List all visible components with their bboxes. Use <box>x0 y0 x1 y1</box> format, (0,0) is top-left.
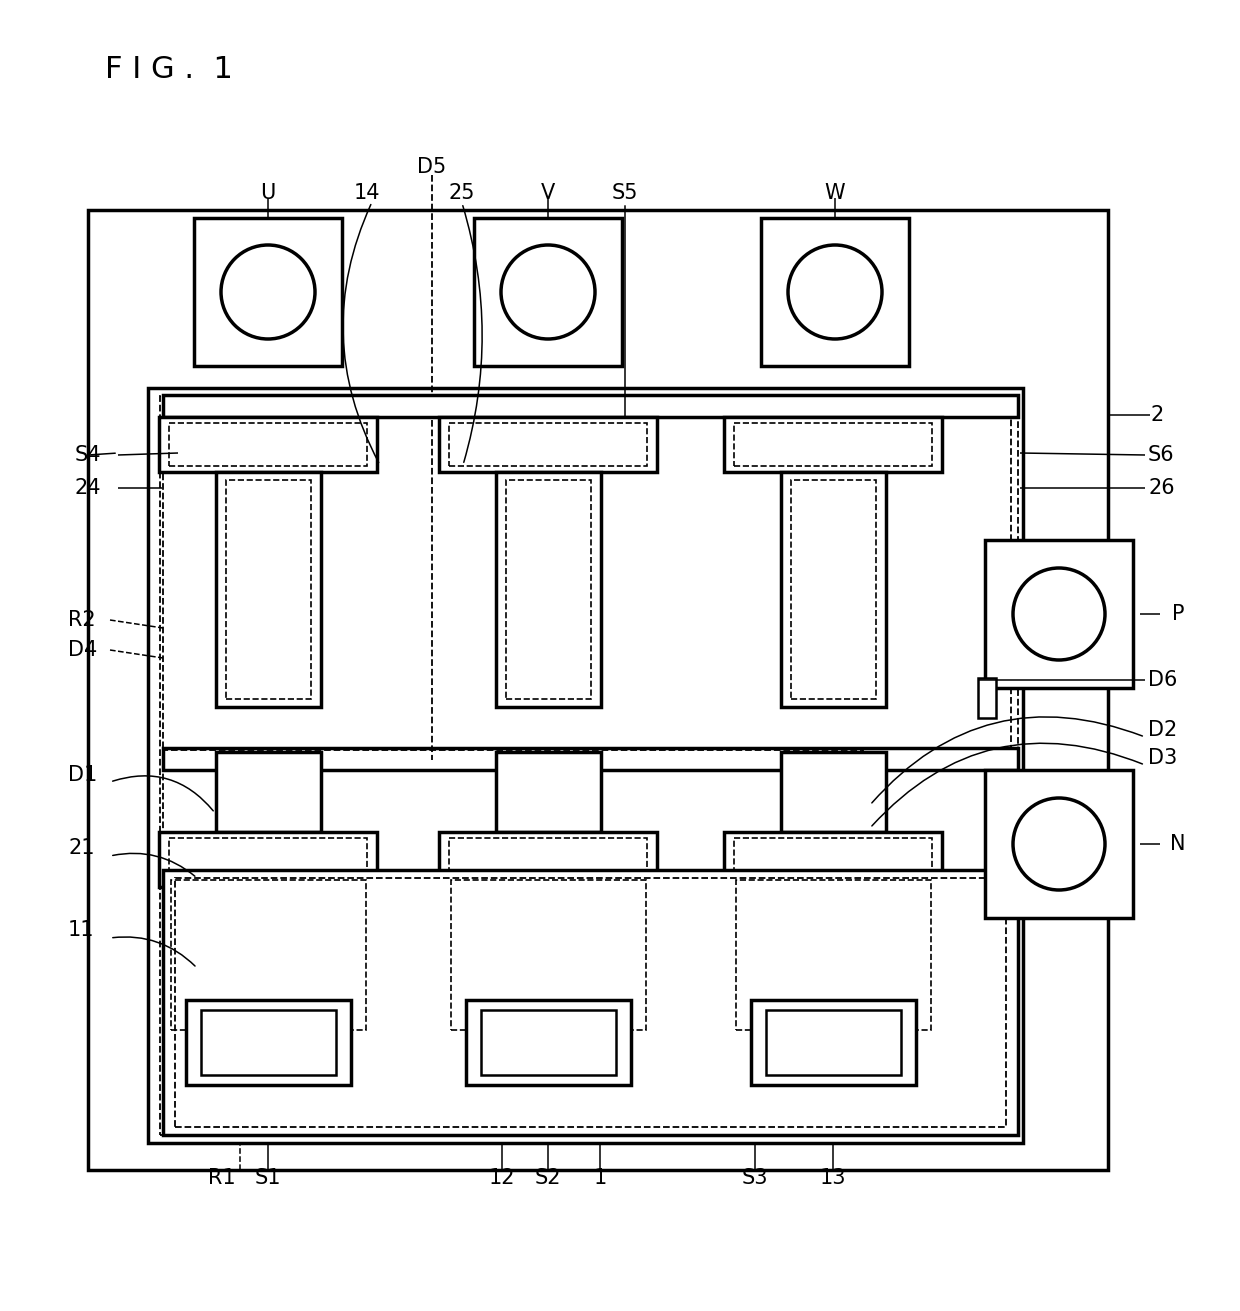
Text: S2: S2 <box>534 1168 562 1188</box>
Bar <box>451 880 646 1030</box>
Circle shape <box>787 245 882 340</box>
Bar <box>439 417 657 472</box>
Bar <box>175 878 1006 1127</box>
Bar <box>169 423 367 465</box>
Bar <box>162 395 1018 417</box>
Bar <box>985 540 1133 688</box>
Bar <box>148 388 1023 1143</box>
Bar <box>160 396 1011 1135</box>
Text: D4: D4 <box>68 640 97 659</box>
Bar <box>781 753 887 832</box>
Text: R2: R2 <box>68 610 95 631</box>
Text: V: V <box>541 184 556 203</box>
Text: D3: D3 <box>1148 749 1177 768</box>
Circle shape <box>1013 568 1105 659</box>
Bar <box>496 753 601 832</box>
Bar <box>216 753 321 832</box>
Text: 21: 21 <box>68 838 94 857</box>
Bar <box>162 871 1018 1135</box>
Text: D1: D1 <box>68 766 97 785</box>
Bar <box>88 210 1109 1169</box>
Bar <box>474 218 622 366</box>
Text: S6: S6 <box>1148 444 1174 465</box>
Bar <box>724 832 942 888</box>
Circle shape <box>1013 798 1105 890</box>
Text: S3: S3 <box>742 1168 769 1188</box>
Bar <box>439 832 657 888</box>
Text: 25: 25 <box>449 184 475 203</box>
Bar <box>186 1000 351 1086</box>
Bar <box>449 423 647 465</box>
Text: 26: 26 <box>1148 479 1174 498</box>
Text: 2: 2 <box>1151 405 1163 425</box>
Bar <box>734 423 932 465</box>
Bar <box>481 1009 616 1075</box>
Bar <box>193 218 342 366</box>
Bar <box>791 480 875 699</box>
Circle shape <box>221 245 315 340</box>
Text: 11: 11 <box>68 920 94 940</box>
Bar <box>766 1009 901 1075</box>
Bar <box>985 770 1133 918</box>
Bar <box>781 472 887 707</box>
Bar <box>159 832 377 888</box>
Bar <box>162 749 1018 770</box>
Bar <box>978 678 996 718</box>
Text: 1: 1 <box>594 1168 606 1188</box>
Bar <box>169 838 367 881</box>
Bar <box>159 417 377 472</box>
Bar <box>162 395 1018 750</box>
Text: D5: D5 <box>418 157 446 177</box>
Text: N: N <box>1171 834 1185 853</box>
Bar <box>216 472 321 707</box>
Bar <box>171 880 366 1030</box>
Text: W: W <box>825 184 846 203</box>
Text: 14: 14 <box>353 184 381 203</box>
Bar <box>734 838 932 881</box>
Text: P: P <box>1172 604 1184 624</box>
Bar <box>201 1009 336 1075</box>
Text: 13: 13 <box>820 1168 846 1188</box>
Text: U: U <box>260 184 275 203</box>
Bar <box>761 218 909 366</box>
Text: S5: S5 <box>611 184 639 203</box>
Bar <box>506 480 591 699</box>
Text: 12: 12 <box>489 1168 516 1188</box>
Text: D6: D6 <box>1148 670 1177 690</box>
Bar <box>496 472 601 707</box>
Text: S1: S1 <box>254 1168 281 1188</box>
Text: R1: R1 <box>208 1168 236 1188</box>
Bar <box>162 750 863 1135</box>
Circle shape <box>501 245 595 340</box>
Bar <box>226 480 311 699</box>
Bar <box>737 880 931 1030</box>
Bar <box>751 1000 916 1086</box>
Text: 24: 24 <box>74 479 102 498</box>
Bar <box>449 838 647 881</box>
Text: D2: D2 <box>1148 720 1177 739</box>
Text: F I G .  1: F I G . 1 <box>105 55 233 84</box>
Bar <box>466 1000 631 1086</box>
Bar <box>724 417 942 472</box>
Text: S4: S4 <box>74 444 102 465</box>
